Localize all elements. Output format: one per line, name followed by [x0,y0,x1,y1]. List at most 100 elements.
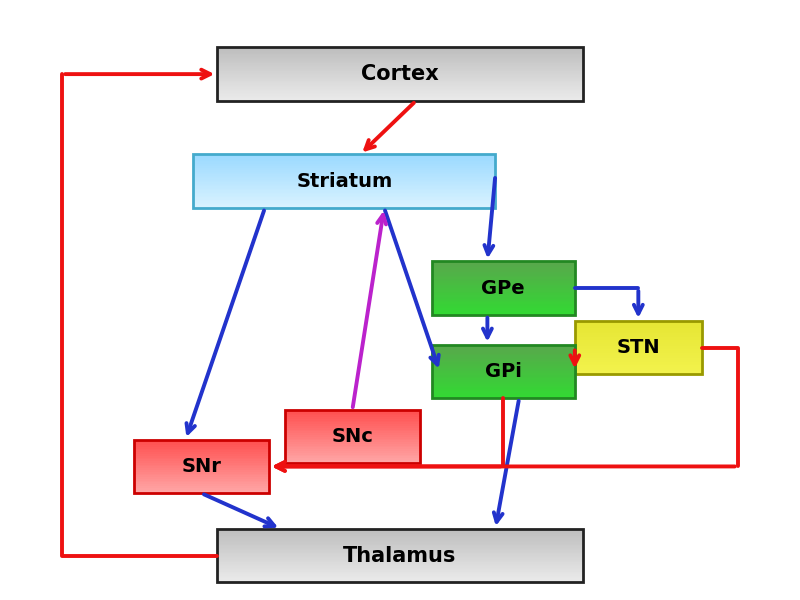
Bar [574,364,702,365]
Bar [218,98,582,100]
Bar [432,366,574,368]
Bar [218,532,582,533]
Bar [574,362,702,364]
Bar [134,475,269,477]
Text: STN: STN [617,338,660,357]
Bar [194,163,495,164]
Bar [218,82,582,83]
Bar [218,93,582,94]
Bar [285,439,420,440]
Bar [134,445,269,447]
Bar [134,490,269,491]
Bar [218,577,582,578]
Bar [432,359,574,361]
Bar [134,447,269,449]
Bar [134,452,269,454]
Bar [574,347,702,349]
Bar [194,192,495,193]
Bar [218,76,582,77]
Bar [218,536,582,537]
Bar [194,170,495,172]
Bar [432,311,574,313]
Bar [134,484,269,486]
Bar [134,464,269,466]
Bar [432,391,574,393]
Bar [194,196,495,197]
Bar [134,466,269,468]
Bar [574,332,702,333]
Bar [218,581,582,583]
Bar [218,71,582,73]
Bar [218,562,582,563]
Bar [218,556,582,557]
Bar [218,49,582,50]
Bar [218,554,582,556]
Bar [134,454,269,456]
Bar [285,437,420,439]
Bar [218,558,582,560]
Bar [285,412,420,413]
Bar [218,565,582,566]
Bar [574,371,702,373]
Bar [218,55,582,57]
Bar [218,551,582,553]
Bar [218,73,582,74]
Bar [432,262,574,263]
Bar [218,573,582,574]
Bar [285,461,420,463]
Bar [432,357,574,359]
Bar [432,306,574,308]
Bar [432,290,574,292]
Bar [218,94,582,95]
Bar [134,451,269,452]
Bar [285,446,420,448]
Bar [432,364,574,366]
Bar [285,455,420,457]
Bar [574,338,702,340]
Bar [218,74,582,76]
Bar [432,352,574,353]
Bar [194,178,495,180]
Bar [285,458,420,460]
Bar [432,382,574,384]
Bar [218,537,582,538]
Bar [285,419,420,421]
Bar [285,448,420,449]
Bar [432,267,574,268]
Bar [285,433,420,435]
Bar [574,356,702,358]
Bar [218,65,582,66]
Bar [194,199,495,200]
Bar [574,349,702,351]
Bar [218,534,582,536]
Bar [194,165,495,166]
Bar [218,563,582,565]
Bar [285,415,420,417]
Bar [432,277,574,279]
Bar [134,479,269,481]
Bar [574,358,702,360]
Bar [218,578,582,580]
Bar [218,529,582,530]
Bar [432,293,574,295]
Bar [194,187,495,188]
Bar [285,424,420,426]
Bar [134,460,269,461]
Bar [194,194,495,196]
Bar [432,393,574,395]
Bar [285,426,420,428]
Bar [194,185,495,187]
Bar [134,486,269,488]
Bar [285,430,420,431]
Bar [134,477,269,479]
Bar [218,572,582,573]
Bar [218,539,582,541]
Text: Striatum: Striatum [296,172,393,191]
Bar [134,488,269,490]
Bar [432,348,574,350]
Bar [574,330,702,332]
Bar [574,355,702,356]
Bar [574,335,702,337]
Bar [218,86,582,88]
Bar [432,389,574,391]
